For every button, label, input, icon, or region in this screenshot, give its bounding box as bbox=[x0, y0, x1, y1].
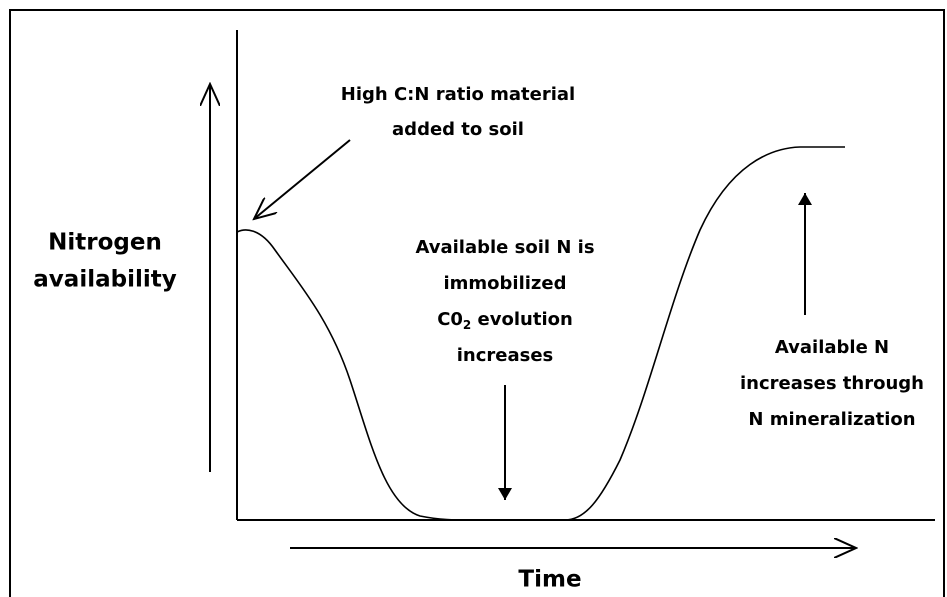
annotation: N mineralization bbox=[748, 409, 915, 430]
annotation: High C:N ratio material bbox=[341, 84, 575, 105]
annotation: increases bbox=[457, 345, 554, 366]
annotation: immobilized bbox=[443, 273, 566, 294]
annotation-part: C0 bbox=[437, 309, 463, 330]
availability-curve bbox=[236, 146, 845, 521]
y-label: Nitrogen bbox=[48, 230, 162, 256]
annotation: Available soil N is bbox=[415, 237, 594, 258]
y-label: availability bbox=[33, 267, 176, 293]
annotation-part: evolution bbox=[471, 309, 573, 330]
annotation: Available N bbox=[775, 337, 889, 358]
frame bbox=[9, 9, 945, 597]
addition-arrow bbox=[254, 139, 351, 219]
annotation: C02 evolution bbox=[437, 309, 573, 332]
annotation-subscript: 2 bbox=[463, 318, 471, 332]
annotation: added to soil bbox=[392, 119, 524, 140]
x-label: Time bbox=[518, 567, 581, 593]
annotation: increases through bbox=[740, 373, 924, 394]
